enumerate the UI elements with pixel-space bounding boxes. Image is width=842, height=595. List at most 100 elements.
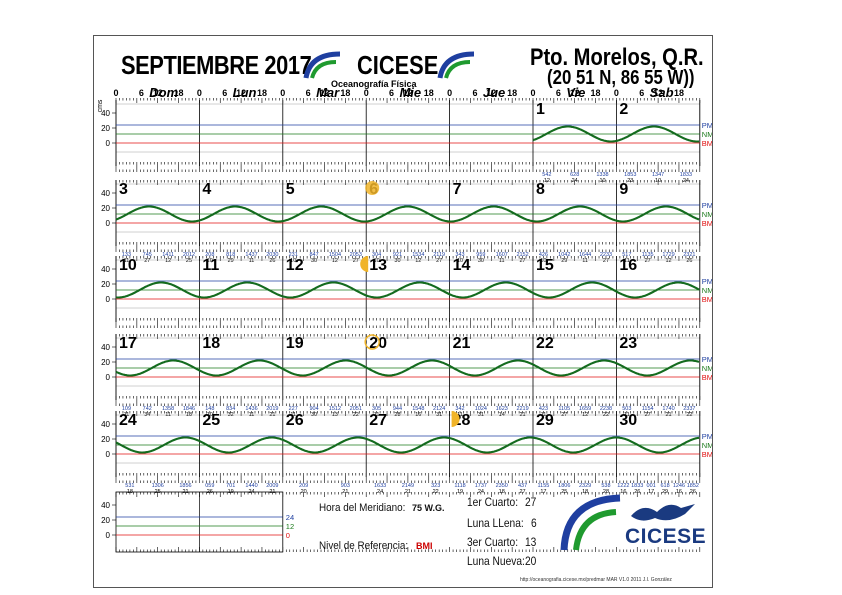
- cicese-wave-logo: [560, 494, 621, 551]
- reference-label-nmm: NMM: [702, 210, 712, 219]
- day-number: 22: [536, 335, 554, 352]
- tide-height-label: 10: [374, 258, 380, 264]
- tide-height-label: 26: [269, 258, 275, 264]
- reference-label-bmi: BMI: [702, 373, 712, 382]
- day-number: 10: [119, 257, 137, 274]
- hour-label: 12: [570, 88, 580, 98]
- reference-label-bmi: BMI: [702, 450, 712, 459]
- tide-height-label: 11: [624, 258, 630, 264]
- tide-height-label: 11: [582, 258, 588, 264]
- reference-label-nmm: NMM: [702, 286, 712, 295]
- y-tick-label: 0: [106, 219, 111, 228]
- tide-time-label: 2009: [266, 483, 278, 489]
- tide-time-label: 1856: [179, 483, 191, 489]
- tide-height-label: 10: [207, 258, 213, 264]
- phase-new-moon-label: Luna Nueva:: [467, 554, 525, 568]
- tide-height-label: 27: [520, 258, 526, 264]
- tide-time-label: 1222: [617, 483, 629, 489]
- hour-label: 6: [306, 88, 311, 98]
- tide-height-label: 11: [249, 258, 255, 264]
- legend-level-value: 12: [286, 522, 294, 531]
- day-name: Lun: [233, 85, 257, 100]
- tide-time-label: 059: [205, 483, 214, 489]
- hour-label: 12: [653, 88, 663, 98]
- cicese-logo-text: CICESE: [625, 525, 707, 548]
- tide-time-label: 1155: [538, 483, 550, 489]
- hour-label: 18: [174, 88, 184, 98]
- hour-label: 6: [639, 88, 644, 98]
- tide-time-label: 1623: [496, 406, 508, 412]
- tide-time-label: 001: [647, 483, 656, 489]
- tide-height-label: 10: [457, 258, 463, 264]
- hour-label: 18: [591, 88, 601, 98]
- reference-label-pms: PMS: [702, 201, 712, 210]
- tide-time-label: 542: [542, 172, 551, 178]
- tide-time-label: 921: [393, 252, 402, 258]
- day-number: 18: [202, 335, 220, 352]
- tide-time-label: 323: [431, 483, 440, 489]
- tide-time-label: 304: [372, 252, 381, 258]
- y-tick-label: 0: [106, 373, 111, 382]
- reference-label-nmm: NMM: [702, 130, 712, 139]
- day-number: 12: [286, 257, 304, 274]
- meridian-label: Hora del Meridiano:: [319, 502, 406, 514]
- tide-time-label: 959: [476, 252, 485, 258]
- tide-time-label: 628: [570, 172, 579, 178]
- tide-time-label: 208: [205, 252, 214, 258]
- reference-label-bmi: BMI: [702, 295, 712, 304]
- tide-time-label: 818: [226, 252, 235, 258]
- tide-time-label: 1105: [558, 406, 570, 412]
- tide-height-label: 27: [353, 258, 359, 264]
- day-number: 19: [286, 335, 304, 352]
- tide-calendar-sheet: SEPTIEMBRE 2017 CICESE Oceanografía Físi…: [93, 35, 713, 588]
- hour-label: 18: [424, 88, 434, 98]
- day-name: Jue: [483, 85, 505, 100]
- month-title: SEPTIEMBRE 2017: [121, 50, 312, 80]
- tide-time-label: 2030: [266, 252, 278, 258]
- wave-logo-left: [303, 51, 341, 79]
- tide-time-label: 231: [289, 252, 298, 258]
- y-tick-label: 20: [101, 435, 110, 444]
- y-tick-label: 20: [101, 204, 110, 213]
- hour-label: 0: [280, 88, 285, 98]
- day-name: Vie: [566, 85, 585, 100]
- institution-subtitle: Oceanografía Física: [331, 79, 417, 89]
- tide-height-label: 27: [436, 258, 442, 264]
- y-axis-label: cms: [97, 99, 104, 112]
- hour-label: 6: [389, 88, 394, 98]
- day-number: 29: [536, 412, 554, 429]
- tide-height-label: 26: [686, 258, 692, 264]
- tide-time-label: 423: [539, 406, 548, 412]
- tide-time-label: 1437: [245, 252, 257, 258]
- tide-time-label: 1806: [558, 483, 570, 489]
- tide-time-label: 1358: [162, 406, 174, 412]
- reference-label-bmi: BMI: [702, 139, 712, 148]
- reference-label-nmm: NMM: [702, 441, 712, 450]
- tide-time-label: 1306: [152, 483, 164, 489]
- day-number: 16: [619, 257, 637, 274]
- tide-time-label: 1512: [329, 406, 341, 412]
- hour-label: 12: [319, 88, 329, 98]
- phase-first-quarter-value: 27: [525, 495, 537, 509]
- tide-time-label: 2233: [600, 252, 612, 258]
- tide-time-label: 1659: [579, 406, 591, 412]
- y-tick-label: 0: [106, 295, 111, 304]
- hour-label: 18: [257, 88, 267, 98]
- reference-label-pms: PMS: [702, 355, 712, 364]
- tide-time-label: 1246: [673, 483, 685, 489]
- tide-height-label: 27: [645, 258, 651, 264]
- meridian-value: 75 W.G.: [412, 503, 445, 513]
- tide-time-label: 2019: [266, 406, 278, 412]
- tide-time-label: 1729: [662, 252, 674, 258]
- tide-time-label: 1118: [454, 483, 465, 489]
- tide-time-label: 538: [601, 483, 610, 489]
- tide-time-label: 1042: [558, 252, 570, 258]
- tide-time-label: 2124: [433, 406, 445, 412]
- tide-time-label: 904: [309, 406, 318, 412]
- hour-label: 6: [556, 88, 561, 98]
- tide-time-label: 437: [518, 483, 527, 489]
- legend-level-value: 0: [286, 531, 290, 540]
- tide-height-label: 10: [540, 258, 546, 264]
- hour-label: 6: [472, 88, 477, 98]
- tide-time-label: 343: [455, 252, 464, 258]
